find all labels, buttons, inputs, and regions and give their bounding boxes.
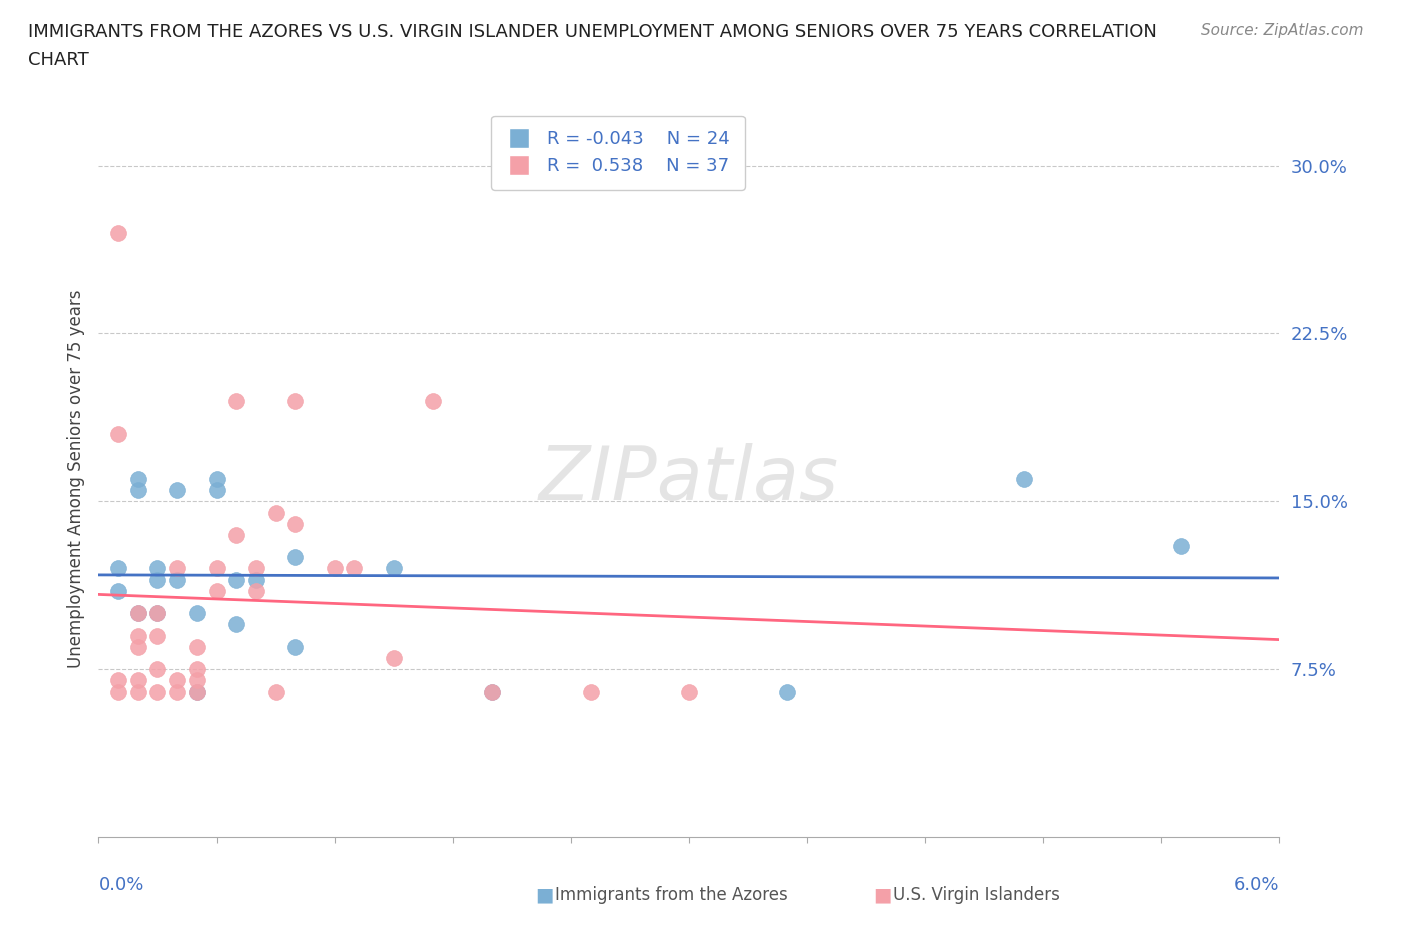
Point xyxy=(146,605,169,620)
Text: 0.0%: 0.0% xyxy=(98,876,143,894)
Point xyxy=(225,527,247,542)
Point xyxy=(107,427,129,442)
Text: CHART: CHART xyxy=(28,51,89,69)
Point xyxy=(186,673,208,688)
Point xyxy=(225,572,247,587)
Point xyxy=(146,561,169,576)
Point xyxy=(205,472,228,486)
Point xyxy=(107,684,129,699)
Point xyxy=(186,639,208,654)
Point xyxy=(225,393,247,408)
Point xyxy=(127,605,149,620)
Point xyxy=(264,505,287,520)
Point xyxy=(127,673,149,688)
Point xyxy=(107,583,129,598)
Point xyxy=(422,393,444,408)
Point xyxy=(382,561,405,576)
Point xyxy=(678,684,700,699)
Text: U.S. Virgin Islanders: U.S. Virgin Islanders xyxy=(872,885,1060,904)
Point xyxy=(186,605,208,620)
Text: ■: ■ xyxy=(873,885,891,904)
Text: Source: ZipAtlas.com: Source: ZipAtlas.com xyxy=(1201,23,1364,38)
Point xyxy=(481,684,503,699)
Text: IMMIGRANTS FROM THE AZORES VS U.S. VIRGIN ISLANDER UNEMPLOYMENT AMONG SENIORS OV: IMMIGRANTS FROM THE AZORES VS U.S. VIRGI… xyxy=(28,23,1157,41)
Text: ZIPatlas: ZIPatlas xyxy=(538,443,839,515)
Point xyxy=(127,483,149,498)
Point xyxy=(166,673,188,688)
Legend: R = -0.043    N = 24, R =  0.538    N = 37: R = -0.043 N = 24, R = 0.538 N = 37 xyxy=(492,115,745,190)
Point xyxy=(127,605,149,620)
Point xyxy=(127,684,149,699)
Point xyxy=(382,651,405,666)
Point xyxy=(579,684,602,699)
Y-axis label: Unemployment Among Seniors over 75 years: Unemployment Among Seniors over 75 years xyxy=(66,290,84,668)
Point xyxy=(343,561,366,576)
Point xyxy=(205,583,228,598)
Point xyxy=(245,572,267,587)
Point xyxy=(107,225,129,240)
Point xyxy=(127,639,149,654)
Point xyxy=(166,483,188,498)
Point xyxy=(146,572,169,587)
Text: ■: ■ xyxy=(536,885,554,904)
Point xyxy=(776,684,799,699)
Point xyxy=(284,393,307,408)
Point xyxy=(245,583,267,598)
Point xyxy=(166,572,188,587)
Point xyxy=(1170,538,1192,553)
Point xyxy=(146,605,169,620)
Point xyxy=(186,662,208,677)
Point xyxy=(127,472,149,486)
Point xyxy=(146,628,169,643)
Point xyxy=(186,684,208,699)
Point xyxy=(264,684,287,699)
Point xyxy=(166,561,188,576)
Point xyxy=(205,561,228,576)
Point xyxy=(284,639,307,654)
Point xyxy=(205,483,228,498)
Point xyxy=(127,628,149,643)
Text: Immigrants from the Azores: Immigrants from the Azores xyxy=(534,885,787,904)
Point xyxy=(284,516,307,531)
Point xyxy=(186,684,208,699)
Point xyxy=(107,673,129,688)
Point xyxy=(323,561,346,576)
Point xyxy=(245,561,267,576)
Point xyxy=(1012,472,1035,486)
Point xyxy=(166,684,188,699)
Point xyxy=(107,561,129,576)
Point xyxy=(284,550,307,565)
Point xyxy=(146,684,169,699)
Point xyxy=(146,662,169,677)
Point xyxy=(225,617,247,631)
Text: 6.0%: 6.0% xyxy=(1234,876,1279,894)
Point xyxy=(481,684,503,699)
